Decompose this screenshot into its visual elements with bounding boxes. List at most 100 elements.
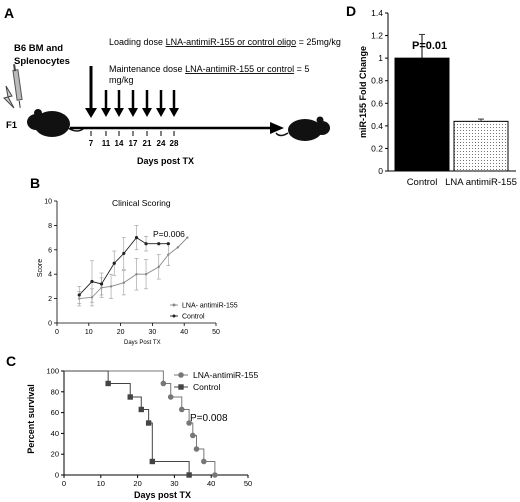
chart-b-y-tick-label: 6 (48, 247, 52, 254)
chart-b-data-point (99, 282, 104, 286)
syringe-icon (12, 64, 23, 108)
chart-d-y-tick-label: 0 (378, 166, 383, 176)
chart-d-y-tick-label: 1 (378, 53, 383, 63)
chart-b-legend-label: LNA- antimiR-155 (182, 303, 238, 310)
panel-a-schematic: B6 BM and Splenocytes F1 Loading dose LN… (3, 37, 341, 166)
chart-b-series-line (79, 237, 188, 300)
chart-c-legend-label: Control (193, 382, 221, 392)
chart-c-data-point (186, 472, 192, 478)
timeline-day-label: 14 (115, 139, 124, 148)
lightning-icon (3, 85, 15, 109)
chart-d-annotation: P=0.01 (412, 40, 447, 52)
chart-b-x-tick-label: 20 (117, 329, 125, 336)
chart-b-data-point (122, 251, 126, 256)
chart-b-data-point (122, 281, 125, 284)
chart-c-data-point (212, 472, 218, 478)
timeline-day-label: 24 (157, 139, 166, 148)
chart-c-x-tick-label: 10 (97, 479, 105, 488)
chart-c-y-tick-label: 0 (55, 471, 59, 480)
chart-c-data-point (149, 458, 156, 465)
mouse-icon-left (27, 109, 85, 137)
chart-b-data-point (90, 279, 94, 284)
chart-c-x-tick-label: 50 (244, 479, 252, 488)
chart-c-y-tick-label: 80 (51, 387, 59, 396)
timeline-day-label: 21 (143, 139, 152, 148)
chart-c-y-tick-label: 60 (51, 408, 59, 417)
maintenance-dose-unit: mg/kg (109, 75, 134, 85)
chart-c-data-point (186, 420, 192, 426)
chart-b-y-tick-label: 0 (48, 321, 52, 328)
chart-b-data-point (157, 265, 160, 269)
chart-b-data-point (144, 273, 148, 276)
chart-c-data-point (160, 380, 167, 387)
chart-b-legend-marker (172, 314, 176, 318)
chart-b-x-tick-label: 40 (180, 329, 188, 336)
chart-b-data-point (176, 246, 180, 249)
chart-b-x-tick-label: 10 (85, 329, 93, 336)
chart-d-y-tick-label: 0.4 (371, 121, 383, 131)
chart-b-x-tick-label: 50 (212, 329, 220, 336)
chart-b-y-tick-label: 8 (48, 223, 52, 230)
maintenance-dose-arrowhead (101, 108, 111, 117)
maintenance-dose-arrowhead (169, 108, 179, 117)
chart-c-data-point (138, 406, 144, 413)
chart-b-data-point (112, 261, 116, 265)
panel-label-a: A (4, 5, 14, 21)
chart-d-y-tick-label: 1.4 (371, 8, 383, 18)
chart-b-x-tick-label: 30 (149, 329, 157, 336)
timeline-day-label: 7 (89, 139, 94, 148)
chart-d-y-tick-label: 0.8 (371, 76, 383, 86)
donor-label-line2: Splenocytes (14, 56, 70, 67)
chart-c-y-tick-label: 20 (51, 450, 59, 459)
timeline-day-labels: 7 11 14 17 21 24 28 (89, 131, 179, 148)
maintenance-dose-arrowhead (156, 108, 166, 117)
chart-c-x-tick-label: 20 (133, 479, 141, 488)
timeline-day-label: 28 (170, 139, 179, 148)
chart-b-data-point (167, 253, 170, 256)
chart-c-x-tick-label: 30 (170, 479, 178, 488)
chart-c-legend-label: LNA-antimiR-155 (193, 370, 258, 380)
chart-d-y-tick-label: 1.2 (371, 31, 383, 41)
donor-label-line1: B6 BM and (14, 43, 63, 54)
timeline-day-label: 17 (129, 139, 138, 148)
maintenance-dose-arrowhead (128, 108, 138, 117)
panel-label-d: D (346, 3, 356, 19)
chart-c-data-point (145, 420, 152, 426)
panel-d-fold-change-chart: P=0.01 miR-155 Fold Change 0 0.2 0.4 0.6 0.8… (358, 8, 517, 188)
chart-d-category-label: Control (407, 177, 438, 188)
chart-b-y-tick-label: 10 (44, 199, 52, 206)
chart-b-ylabel: Score (37, 259, 44, 277)
timeline-day-label: 11 (102, 139, 111, 148)
dose-arrows (85, 66, 179, 118)
chart-d-y-tick-label: 0.2 (371, 143, 383, 153)
chart-b-y-tick-label: 4 (48, 272, 52, 279)
chart-d-category-label: LNA antimiR-155 (445, 177, 517, 188)
panel-c-survival-chart: P=0.008 Days post TX Percent survival 0 1… (26, 367, 258, 501)
chart-b-legend-marker (172, 303, 176, 307)
chart-b-x-tick-label: 0 (55, 329, 59, 336)
chart-c-legend-marker (178, 372, 184, 378)
chart-c-data-point (167, 394, 174, 400)
chart-d-ylabel: miR-155 Fold Change (358, 46, 368, 138)
chart-b-data-point (135, 273, 138, 276)
chart-d-bar (453, 120, 509, 172)
chart-c-annotation: P=0.008 (190, 413, 228, 424)
chart-b-data-point (144, 242, 148, 246)
chart-c-data-point (193, 446, 200, 452)
chart-d-y-tick-label: 0.6 (371, 98, 383, 108)
chart-b-data-point (134, 236, 139, 240)
chart-d-bar (394, 57, 450, 172)
timeline-xlabel: Days post TX (137, 156, 194, 166)
chart-b-data-point (157, 242, 161, 246)
recipient-label: F1 (6, 120, 18, 131)
loading-dose-text: Loading dose LNA-antimiR-155 or control … (109, 37, 341, 47)
chart-b-data-point (166, 242, 170, 246)
chart-b-data-point (77, 293, 81, 297)
chart-c-y-tick-label: 100 (46, 367, 59, 376)
maintenance-dose-arrowhead (114, 108, 124, 117)
chart-c-x-tick-label: 0 (62, 479, 66, 488)
mouse-icon-right (275, 116, 330, 141)
chart-c-data-point (105, 380, 111, 387)
chart-b-y-tick-label: 2 (48, 296, 52, 303)
